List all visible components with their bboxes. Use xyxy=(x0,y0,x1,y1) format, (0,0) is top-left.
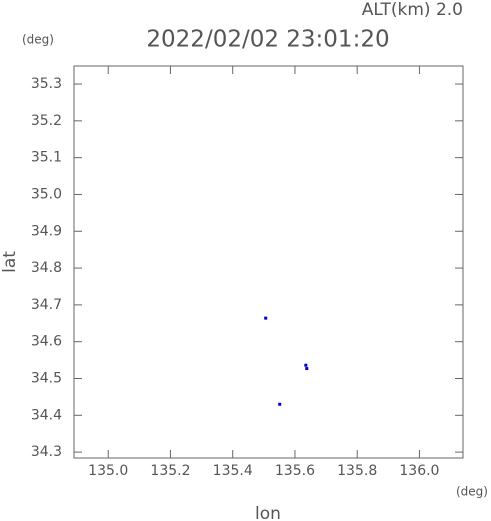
point xyxy=(304,363,308,367)
point xyxy=(264,316,268,320)
y-tick-label: 34.4 xyxy=(31,407,62,423)
x-unit: (deg) xyxy=(456,485,488,499)
point xyxy=(278,402,282,406)
y-tick-label: 34.9 xyxy=(31,223,62,239)
plot-frame xyxy=(73,65,464,459)
chart-title: 2022/02/02 23:01:20 xyxy=(146,27,389,53)
y-tick-label: 34.3 xyxy=(31,444,62,460)
y-tick-label: 35.2 xyxy=(31,113,62,129)
point xyxy=(305,367,309,371)
y-axis-label: lat xyxy=(0,251,20,273)
y-tick-label: 35.1 xyxy=(31,150,62,166)
x-axis-label: lon xyxy=(255,504,281,521)
y-tick-label: 34.6 xyxy=(31,334,62,350)
y-tick-label: 34.7 xyxy=(31,297,62,313)
x-tick-label: 135.4 xyxy=(213,463,253,479)
y-tick-label: 35.3 xyxy=(31,76,62,92)
x-tick-label: 135.2 xyxy=(150,463,190,479)
y-tick-label: 34.5 xyxy=(31,370,62,386)
altitude-label: ALT(km) 2.0 xyxy=(362,0,463,20)
y-tick-label: 35.0 xyxy=(31,186,62,202)
x-tick-label: 135.6 xyxy=(275,463,315,479)
y-unit: (deg) xyxy=(22,33,54,47)
y-tick-label: 34.8 xyxy=(31,260,62,276)
x-tick-label: 135.0 xyxy=(88,463,128,479)
x-tick-label: 136.0 xyxy=(399,463,439,479)
x-tick-label: 135.8 xyxy=(337,463,377,479)
